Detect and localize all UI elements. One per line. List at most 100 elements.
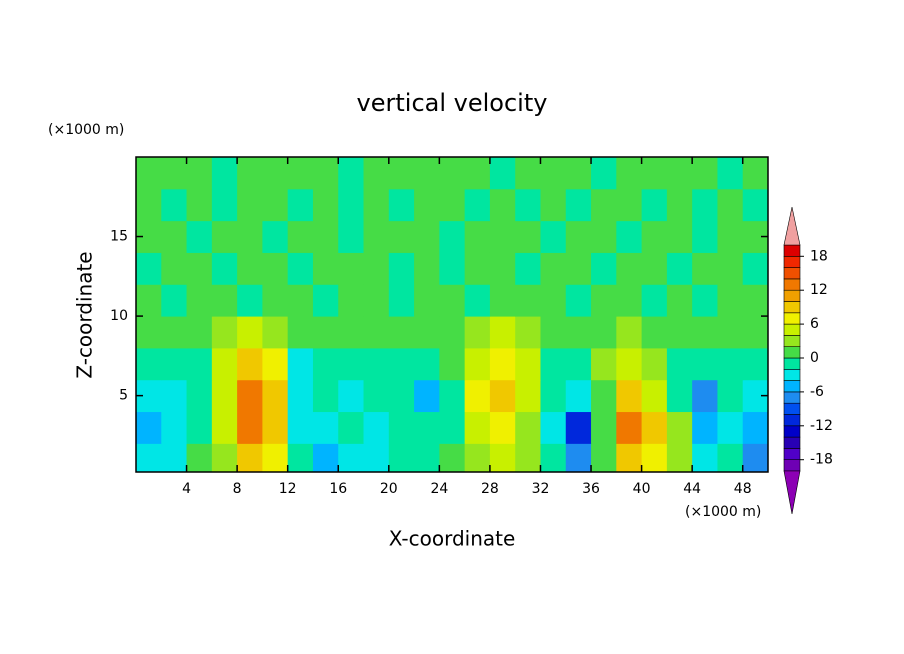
cell [515, 347, 541, 381]
cell [439, 284, 466, 317]
cell [641, 284, 668, 317]
cell [161, 157, 188, 190]
cell [717, 188, 744, 222]
cell [616, 379, 643, 413]
colorbar-box [783, 267, 801, 280]
field [136, 157, 768, 472]
cell [414, 157, 440, 190]
cell [717, 284, 744, 317]
cell [742, 443, 768, 472]
cell [692, 284, 718, 317]
cell [211, 284, 238, 317]
cell [287, 188, 314, 222]
cell [161, 379, 188, 413]
cell [363, 443, 390, 472]
cell [717, 443, 744, 472]
cell [692, 379, 718, 413]
cell [363, 220, 390, 253]
cell [464, 443, 491, 472]
cell [211, 411, 238, 444]
cell [464, 284, 491, 317]
cell [464, 157, 491, 190]
cell [237, 443, 263, 472]
cell [338, 284, 365, 317]
cell [414, 443, 440, 472]
cell [616, 284, 643, 317]
cell [489, 411, 516, 444]
cell [439, 443, 466, 472]
axes: 4 8 12 16 20 24 28 32 36 40 44 4851015-18-12-606121… [110, 156, 833, 515]
colorbar-box [783, 380, 801, 393]
cell [616, 157, 643, 190]
colorbar-box [783, 335, 801, 347]
colorbar-label: 0 [810, 350, 819, 366]
colorbar-box [783, 289, 801, 302]
cell [388, 188, 415, 222]
cell [565, 188, 592, 222]
cell [363, 411, 390, 444]
cell [262, 379, 289, 413]
cell [439, 252, 466, 285]
cell [666, 284, 693, 317]
cell [414, 188, 440, 222]
cell [287, 157, 314, 190]
cell [591, 188, 617, 222]
cell [262, 443, 289, 472]
cell [439, 347, 466, 381]
cell [186, 284, 213, 317]
cell [161, 316, 188, 349]
cell [641, 379, 668, 413]
cell [692, 157, 718, 190]
cell [312, 284, 339, 317]
cell [186, 316, 213, 349]
cell [616, 188, 643, 222]
cell [363, 347, 390, 381]
x-tick-label: 4 [182, 481, 191, 497]
cell [641, 443, 668, 472]
cell [666, 188, 693, 222]
cell [414, 316, 440, 349]
cell [489, 379, 516, 413]
cell [565, 157, 592, 190]
cell [717, 379, 744, 413]
cell [616, 347, 643, 381]
cell [237, 220, 263, 253]
cell [186, 157, 213, 190]
cell [414, 284, 440, 317]
cell [161, 188, 188, 222]
cell [136, 188, 162, 222]
cell [186, 252, 213, 285]
colorbar-box [783, 436, 801, 449]
cell [186, 443, 213, 472]
cell [363, 316, 390, 349]
cell [591, 379, 617, 413]
cell [515, 188, 541, 222]
cell [136, 252, 162, 285]
cell [388, 220, 415, 253]
cell [312, 443, 339, 472]
colorbar-box [783, 459, 801, 472]
cell [211, 443, 238, 472]
cell [565, 443, 592, 472]
cell [540, 443, 567, 472]
cell [692, 411, 718, 444]
cell [591, 252, 617, 285]
cell [692, 316, 718, 349]
cell [591, 411, 617, 444]
cell [515, 411, 541, 444]
cell [591, 443, 617, 472]
y-axis-label: Z-coordinate [73, 251, 97, 378]
cell [161, 347, 188, 381]
cell [540, 157, 567, 190]
cell [312, 316, 339, 349]
cell [616, 411, 643, 444]
cell [515, 443, 541, 472]
cell [742, 284, 768, 317]
x-tick-label: 28 [481, 481, 499, 497]
cell [287, 316, 314, 349]
cell [742, 157, 768, 190]
y-unit: (×1000 m) [48, 122, 124, 138]
x-tick-label: 44 [683, 481, 701, 497]
cell [666, 443, 693, 472]
cell [338, 347, 365, 381]
